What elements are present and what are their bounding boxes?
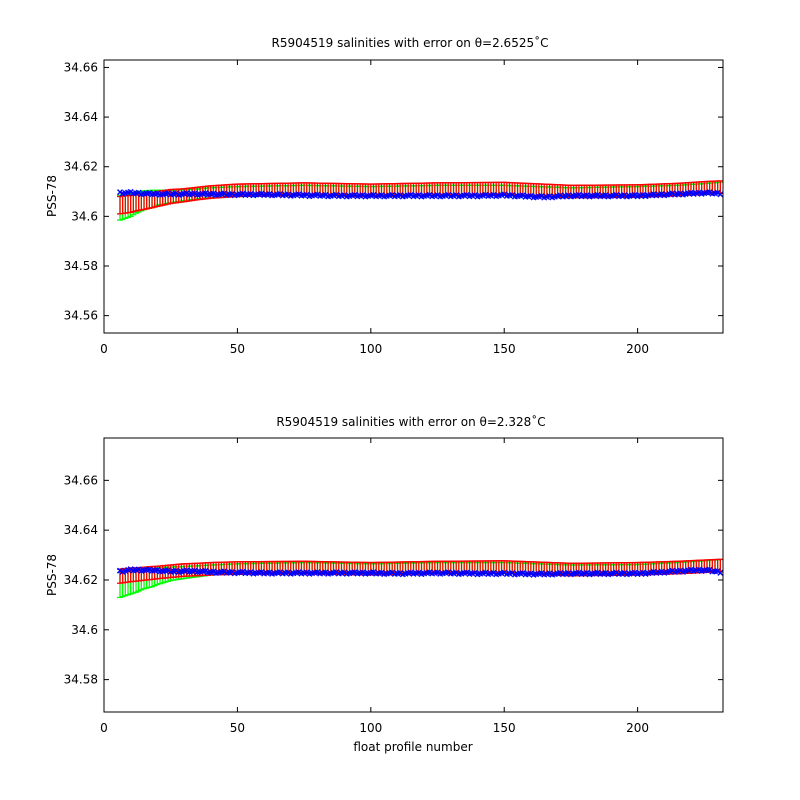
chart-panel-bottom: R5904519 salinities with error on θ=2.32… bbox=[45, 414, 724, 754]
y-axis-label: PSS-78 bbox=[45, 175, 59, 217]
axes-group: 0 50 100 150 200 34.58 34.6 34.62 34.64 34.66 bbox=[64, 438, 723, 735]
series-group bbox=[117, 558, 724, 599]
y-tick-label: 34.64 bbox=[64, 110, 98, 124]
y-tick-label: 34.62 bbox=[64, 573, 98, 587]
y-tick-label: 34.62 bbox=[64, 160, 98, 174]
data-point-2 bbox=[717, 569, 724, 576]
y-tick-label: 34.6 bbox=[71, 623, 98, 637]
y-tick-label: 34.66 bbox=[64, 473, 98, 487]
x-tick-label: 0 bbox=[100, 342, 108, 356]
y-tick-label: 34.66 bbox=[64, 60, 98, 74]
y-tick-label: 34.56 bbox=[64, 309, 98, 323]
x-tick-label: 50 bbox=[230, 721, 245, 735]
y-axis-label: PSS-78 bbox=[45, 554, 59, 596]
x-tick-label: 150 bbox=[493, 721, 516, 735]
chart-panel-top: R5904519 salinities with error on θ=2.65… bbox=[45, 35, 724, 356]
y-tick-label: 34.58 bbox=[64, 673, 98, 687]
chart-title: R5904519 salinities with error on θ=2.32… bbox=[276, 414, 545, 429]
series-group bbox=[117, 180, 724, 221]
x-axis-label: float profile number bbox=[353, 740, 472, 754]
axes-group: 0 50 100 150 200 34.56 34.58 34.6 34.62 34.64 34.6… bbox=[64, 60, 723, 356]
x-tick-label: 100 bbox=[359, 342, 382, 356]
y-tick-label: 34.6 bbox=[71, 209, 98, 223]
y-tick-label: 34.58 bbox=[64, 259, 98, 273]
plot-area-frame bbox=[103, 437, 724, 713]
plot-area-frame bbox=[103, 59, 724, 334]
x-tick-label: 150 bbox=[493, 342, 516, 356]
chart-title: R5904519 salinities with error on θ=2.65… bbox=[272, 35, 549, 50]
x-tick-label: 50 bbox=[230, 342, 245, 356]
x-tick-label: 200 bbox=[626, 721, 649, 735]
x-tick-label: 200 bbox=[626, 342, 649, 356]
x-tick-label: 100 bbox=[359, 721, 382, 735]
data-point-2 bbox=[717, 191, 724, 198]
y-tick-label: 34.64 bbox=[64, 523, 98, 537]
x-tick-label: 0 bbox=[100, 721, 108, 735]
